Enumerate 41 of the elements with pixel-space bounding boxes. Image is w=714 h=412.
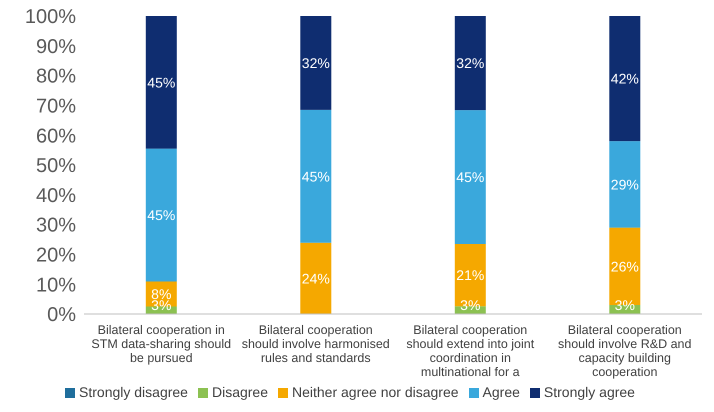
bar xyxy=(609,16,640,142)
y-tick-label: 70% xyxy=(36,96,76,118)
y-tick-label: 0% xyxy=(47,304,76,326)
data-label: 45% xyxy=(147,74,176,90)
data-label: 42% xyxy=(610,70,639,87)
y-tick-label: 10% xyxy=(36,274,76,296)
y-tick-label: 60% xyxy=(36,125,76,148)
bar xyxy=(454,16,486,110)
legend-label: Strongly disagree xyxy=(79,384,188,400)
y-tick-label: 90% xyxy=(36,36,76,58)
y-tick-label: 30% xyxy=(36,214,76,237)
data-label: 45% xyxy=(302,168,330,184)
y-tick-label: 20% xyxy=(36,244,76,266)
y-tick-label: 40% xyxy=(36,184,76,207)
x-tick-label: Bilateral cooperation should involve harmonised rules and standards xyxy=(242,323,390,365)
legend-label: Neither agree nor disagree xyxy=(292,384,459,400)
y-tick-label: 100% xyxy=(24,6,76,28)
bar xyxy=(609,141,640,228)
bar xyxy=(300,110,332,243)
bar xyxy=(146,148,177,282)
bar xyxy=(146,16,177,149)
data-label: 32% xyxy=(456,55,484,72)
data-label: 45% xyxy=(456,169,484,186)
bar xyxy=(454,110,486,244)
y-tick-label: 80% xyxy=(36,66,76,88)
x-tick-label: Bilateral cooperation in STM data-sharing should be pursued xyxy=(91,323,232,365)
legend-label: Agree xyxy=(482,384,520,400)
data-label: 24% xyxy=(302,270,330,286)
legend-label: Disagree xyxy=(212,384,268,400)
x-tick-label: Bilateral cooperation should involve R&D and capacity building cooperation xyxy=(558,323,692,379)
bar xyxy=(300,16,332,110)
y-tick-label: 50% xyxy=(36,155,76,178)
data-label: 45% xyxy=(147,207,176,224)
data-label: 32% xyxy=(302,54,330,71)
bar xyxy=(300,242,332,314)
data-label: 26% xyxy=(610,258,639,274)
data-label: 29% xyxy=(610,176,639,192)
x-tick-label: Bilateral cooperation should extend into joint coordination in multinational for a xyxy=(406,323,535,379)
legend-label: Strongly agree xyxy=(544,384,635,400)
data-label: 3% xyxy=(460,297,480,313)
data-label: 21% xyxy=(456,267,484,284)
